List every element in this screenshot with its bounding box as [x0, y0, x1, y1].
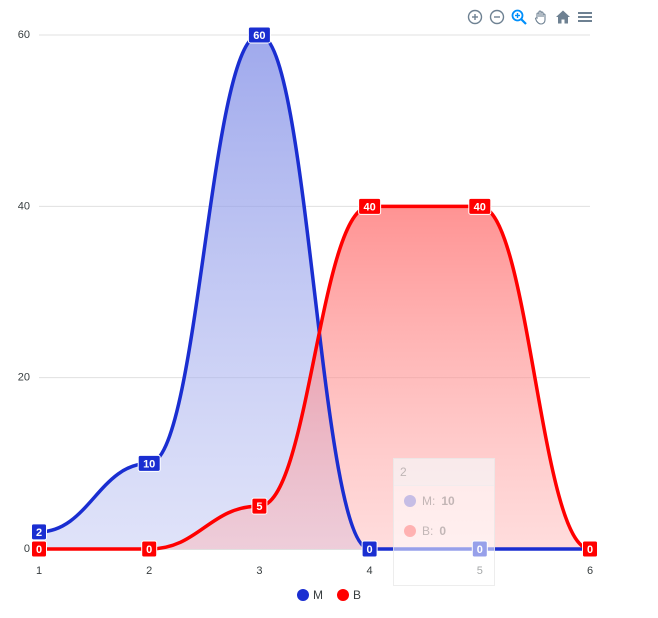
y-tick-label: 40: [18, 200, 30, 212]
data-label-text: 0: [587, 544, 593, 556]
y-tick-label: 0: [24, 543, 30, 555]
data-label: 40: [358, 197, 382, 215]
data-label-box: [468, 197, 492, 215]
x-tick-label: 4: [367, 565, 373, 577]
legend: M B: [0, 588, 658, 602]
data-label-text: 40: [474, 201, 486, 213]
zoom-selection-icon[interactable]: [510, 8, 528, 26]
reset-home-icon[interactable]: [554, 8, 572, 26]
legend-label-b: B: [352, 588, 361, 602]
data-label: 0: [31, 540, 47, 558]
data-label-box: [358, 197, 382, 215]
data-label-text: 10: [143, 458, 155, 470]
data-label-box: [247, 26, 271, 44]
data-label-box: [31, 523, 47, 541]
zoom-in-icon[interactable]: [466, 8, 484, 26]
data-label: 60: [247, 26, 271, 44]
x-tick-label: 6: [587, 565, 593, 577]
data-label-box: [137, 454, 161, 472]
menu-icon[interactable]: [576, 8, 594, 26]
legend-item-b[interactable]: B: [336, 588, 361, 602]
y-tick-label: 20: [18, 372, 30, 384]
tooltip-marker-b: [404, 525, 416, 537]
tooltip-row-m: M: 10: [394, 486, 494, 516]
data-labels: 2106000000540400: [31, 26, 598, 558]
data-label-text: 40: [363, 201, 375, 213]
data-label-box: [361, 540, 378, 558]
data-label: 10: [137, 454, 161, 472]
data-label: 2: [31, 523, 47, 541]
legend-item-m[interactable]: M: [296, 588, 323, 602]
data-label: 40: [468, 197, 492, 215]
data-label-text: 0: [146, 544, 152, 556]
data-label-text: 0: [36, 544, 42, 556]
data-label-text: 5: [256, 501, 262, 513]
data-label: 0: [582, 540, 598, 558]
data-label: 0: [141, 540, 158, 558]
legend-marker-m: [296, 589, 309, 601]
zoom-out-icon[interactable]: [488, 8, 506, 26]
tooltip-series-name: M:: [422, 494, 436, 508]
y-tick-label: 60: [18, 29, 30, 41]
tooltip-row-b: B: 0: [394, 516, 494, 546]
data-label-text: 2: [36, 527, 42, 539]
x-tick-label: 2: [146, 565, 152, 577]
x-tick-label: 3: [256, 565, 262, 577]
data-label-box: [251, 497, 268, 515]
chart-toolbar: [466, 8, 594, 26]
data-label: 0: [361, 540, 378, 558]
data-label-box: [141, 540, 158, 558]
tooltip-series-name: B:: [422, 524, 434, 538]
x-tick-label: 1: [36, 565, 42, 577]
legend-marker-b: [336, 589, 349, 601]
data-label-text: 60: [253, 30, 265, 42]
legend-label-m: M: [312, 588, 323, 602]
data-label-text: 0: [367, 544, 373, 556]
pan-icon[interactable]: [532, 8, 550, 26]
data-label-box: [582, 540, 598, 558]
data-label-box: [31, 540, 47, 558]
tooltip-series-value: 10: [441, 494, 455, 508]
data-label: 5: [251, 497, 268, 515]
tooltip: 2 M: 10 B: 0: [393, 458, 495, 586]
tooltip-series-value: 0: [439, 524, 447, 538]
tooltip-title: 2: [394, 459, 494, 486]
tooltip-marker-m: [404, 495, 416, 507]
